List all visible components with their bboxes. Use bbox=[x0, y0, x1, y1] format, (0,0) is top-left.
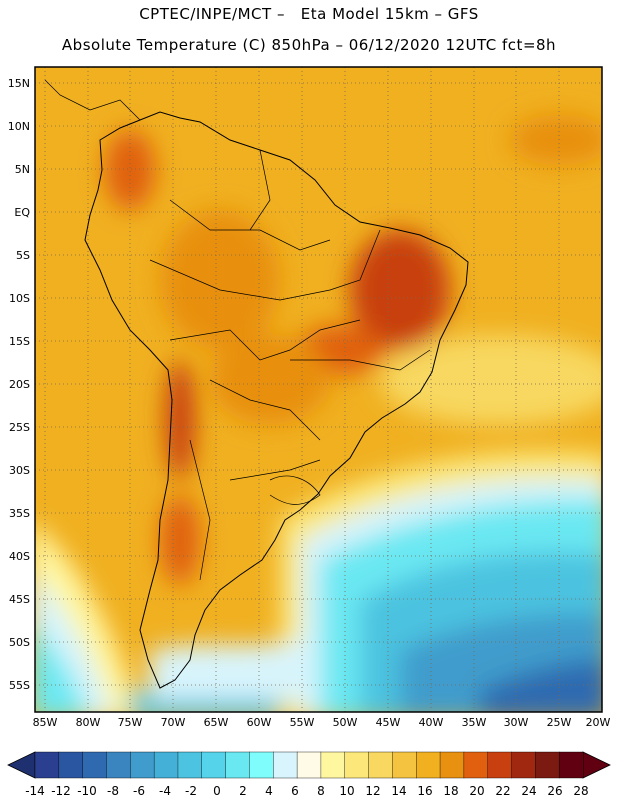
colorbar-swatch bbox=[177, 751, 203, 779]
colorbar-swatch bbox=[273, 751, 298, 779]
colorbar-swatch bbox=[344, 751, 370, 779]
colorbar-tick-label: 4 bbox=[265, 784, 273, 798]
colorbar-tick-label: -6 bbox=[133, 784, 145, 798]
map-frame bbox=[34, 66, 603, 713]
lon-tick-label: 85W bbox=[33, 716, 58, 729]
colorbar-swatch bbox=[463, 751, 489, 779]
colorbar-swatch bbox=[535, 751, 560, 779]
colorbar-tick-label: 24 bbox=[521, 784, 536, 798]
colorbar-tick-label: 2 bbox=[239, 784, 247, 798]
colorbar-swatch bbox=[392, 751, 417, 779]
colorbar-swatch bbox=[439, 751, 465, 779]
lat-tick-label: 5N bbox=[15, 163, 30, 176]
lon-tick-label: 70W bbox=[161, 716, 186, 729]
colorbar-tick-label: 6 bbox=[291, 784, 299, 798]
lon-tick-label: 25W bbox=[547, 716, 572, 729]
lon-tick-label: 20W bbox=[586, 716, 611, 729]
colorbar-swatch bbox=[106, 751, 131, 779]
lon-tick-label: 80W bbox=[76, 716, 101, 729]
temperature-field bbox=[35, 67, 602, 712]
colorbar-swatch bbox=[558, 751, 584, 779]
colorbar-swatch bbox=[34, 751, 60, 779]
lat-tick-label: 15S bbox=[9, 335, 30, 348]
colorbar-swatch bbox=[511, 751, 536, 779]
colorbar-swatch bbox=[487, 751, 513, 779]
lat-tick-label: 55S bbox=[9, 679, 30, 692]
map-title: CPTEC/INPE/MCT – Eta Model 15km – GFS bbox=[139, 5, 479, 23]
colorbar-tick-label: 18 bbox=[443, 784, 458, 798]
lon-tick-label: 35W bbox=[462, 716, 487, 729]
colorbar-swatch bbox=[130, 751, 155, 779]
colorbar-swatch bbox=[225, 751, 250, 779]
colorbar-low-arrow bbox=[7, 751, 36, 779]
colorbar-tick-label: 12 bbox=[365, 784, 380, 798]
lat-tick-label: 15N bbox=[8, 77, 30, 90]
lon-tick-label: 45W bbox=[376, 716, 401, 729]
lat-tick-label: EQ bbox=[14, 206, 30, 219]
colorbar-tick-label: 28 bbox=[573, 784, 588, 798]
colorbar-tick-label: 10 bbox=[339, 784, 354, 798]
lat-tick-label: 40S bbox=[9, 550, 30, 563]
colorbar-swatch bbox=[296, 751, 322, 779]
colorbar-swatch bbox=[153, 751, 179, 779]
colorbar-swatch bbox=[368, 751, 393, 779]
lon-tick-label: 50W bbox=[333, 716, 358, 729]
colorbar-swatch bbox=[416, 751, 441, 779]
colorbar-tick-label: -14 bbox=[25, 784, 45, 798]
colorbar-high-arrow bbox=[582, 751, 611, 779]
lon-tick-label: 55W bbox=[290, 716, 315, 729]
lat-tick-label: 20S bbox=[9, 378, 30, 391]
lat-tick-label: 10N bbox=[8, 120, 30, 133]
colorbar-tick-label: 20 bbox=[469, 784, 484, 798]
lon-tick-label: 75W bbox=[118, 716, 143, 729]
south-america-coastline bbox=[84, 111, 469, 689]
lat-tick-label: 5S bbox=[16, 249, 30, 262]
lat-tick-label: 50S bbox=[9, 636, 30, 649]
lon-tick-label: 40W bbox=[419, 716, 444, 729]
latitude-axis: 15N 10N 5N EQ 5S 10S 15S 20S 25S 30S 35S… bbox=[8, 77, 31, 692]
colorbar-tick-label: 16 bbox=[417, 784, 432, 798]
colorbar-tick-label: 0 bbox=[213, 784, 221, 798]
colorbar-swatch bbox=[201, 751, 227, 779]
longitude-axis: 85W 80W 75W 70W 65W 60W 55W 50W 45W 40W … bbox=[33, 716, 611, 729]
colorbar-tick-label: -2 bbox=[185, 784, 197, 798]
map-subtitle: Absolute Temperature (C) 850hPa – 06/12/… bbox=[61, 36, 557, 54]
colorbar-tick-label: 8 bbox=[317, 784, 325, 798]
lon-tick-label: 60W bbox=[247, 716, 272, 729]
colorbar-tick-label: 22 bbox=[495, 784, 510, 798]
colorbar-swatch bbox=[82, 751, 107, 779]
colorbar-tick-label: 26 bbox=[547, 784, 562, 798]
colorbar: -14 -12 -10 -8 -6 -4 -2 0 2 4 6 8 10 12 … bbox=[7, 751, 611, 798]
lat-tick-label: 10S bbox=[9, 292, 30, 305]
colorbar-tick-label: -12 bbox=[51, 784, 71, 798]
colorbar-swatch bbox=[58, 751, 84, 779]
lon-tick-label: 65W bbox=[204, 716, 229, 729]
colorbar-tick-label: -10 bbox=[77, 784, 97, 798]
lat-tick-label: 45S bbox=[9, 593, 30, 606]
colorbar-swatch bbox=[320, 751, 346, 779]
lon-tick-label: 30W bbox=[504, 716, 529, 729]
colorbar-tick-label: -4 bbox=[159, 784, 171, 798]
lat-tick-label: 30S bbox=[9, 464, 30, 477]
colorbar-tick-label: -8 bbox=[107, 784, 119, 798]
colorbar-swatch bbox=[249, 751, 274, 779]
lat-tick-label: 25S bbox=[9, 421, 30, 434]
lat-tick-label: 35S bbox=[9, 507, 30, 520]
colorbar-tick-label: 14 bbox=[391, 784, 406, 798]
